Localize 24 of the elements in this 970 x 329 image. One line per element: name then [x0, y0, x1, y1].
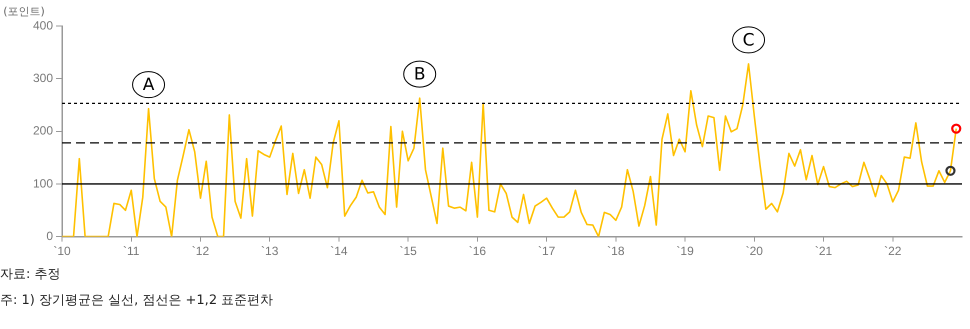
y-tick-label: 300 [32, 70, 54, 85]
y-tick-label: 0 [46, 228, 54, 243]
y-tick-label: 100 [32, 176, 54, 190]
x-tick-label: `21 [814, 244, 833, 258]
y-tick-label: 400 [32, 18, 54, 32]
text: 주: 1) 장기평균은 실선, 점선은 +1,2 표준편차 [0, 292, 274, 310]
x-tick-label: `13 [261, 244, 279, 258]
annotation: A [142, 75, 155, 96]
x-tick-label: `18 [607, 244, 625, 258]
x-tick-label: `10 [53, 244, 72, 258]
text: 자료: 추정 [0, 266, 62, 284]
x-tick-label: `19 [676, 244, 694, 258]
x-tick-label: `16 [468, 244, 486, 258]
y-axis-title: (포인트) [3, 4, 45, 18]
x-tick-label: `11 [123, 244, 140, 258]
x-tick-label: `17 [538, 244, 556, 258]
x-tick-label: `12 [192, 244, 210, 258]
x-tick-label: `14 [330, 244, 348, 258]
x-tick-label: `20 [746, 244, 764, 258]
annotation: B [414, 64, 426, 85]
x-tick-label: `15 [399, 244, 418, 258]
annotation: C [742, 30, 754, 50]
x-tick-label: `22 [884, 244, 902, 258]
y-tick-label: 200 [32, 124, 54, 138]
